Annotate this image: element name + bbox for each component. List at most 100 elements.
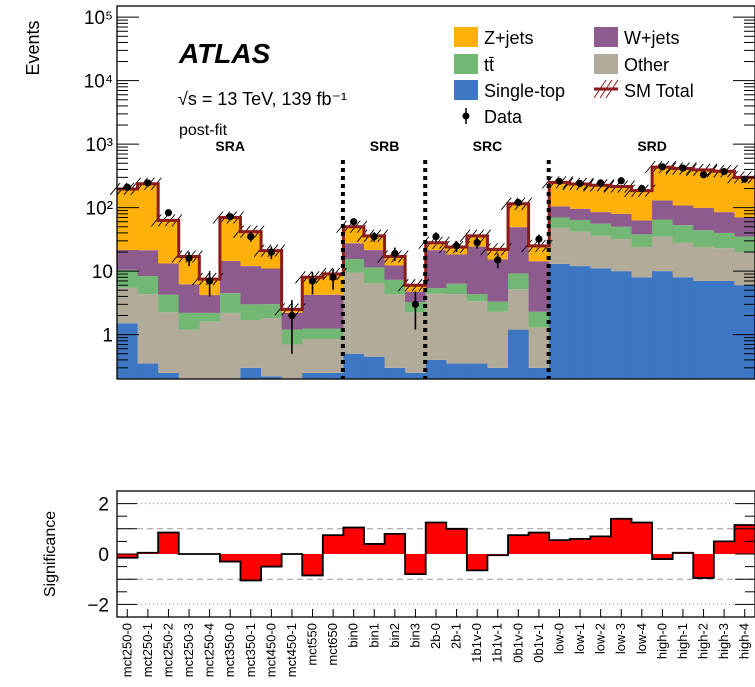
bar-tt-0b1v-0 <box>508 273 530 290</box>
hatch-line <box>500 197 512 211</box>
x-tick-label-mct250-2: mct250-2 <box>160 623 175 677</box>
bar-tt-2b-0 <box>425 288 447 294</box>
bar-singletop-high-2 <box>693 280 715 379</box>
bar-zjets-mct250-0 <box>117 188 139 251</box>
legend-label-data: Data <box>484 107 523 127</box>
bar-tt-mct250-4 <box>199 312 221 322</box>
bar-other-low-4 <box>631 246 653 278</box>
x-tick-label-mct350-0: mct350-0 <box>222 623 237 677</box>
bar-wjets-mct650 <box>322 294 344 329</box>
x-tick-label-bin1: bin1 <box>366 623 381 648</box>
legend-label-other: Other <box>624 55 669 75</box>
sig-bar-low-4 <box>631 522 653 554</box>
data-point-mct450-1 <box>288 300 296 354</box>
bar-singletop-1b1v-1 <box>487 367 509 379</box>
data-point-mct650 <box>329 268 337 290</box>
data-point-high-2 <box>699 171 708 179</box>
bar-wjets-2b-1 <box>446 254 468 284</box>
sig-bar-2b-0 <box>425 522 447 554</box>
data-marker <box>514 199 522 207</box>
bar-singletop-0b1v-1 <box>528 367 550 379</box>
bar-other-bin0 <box>343 272 365 354</box>
sig-bar-bin0 <box>343 527 365 554</box>
bar-tt-mct350-1 <box>240 304 262 320</box>
bar-zjets-mct450-0 <box>261 250 283 269</box>
bar-singletop-mct250-1 <box>137 363 159 379</box>
bar-singletop-bin0 <box>343 353 365 379</box>
x-tick-label-mct450-0: mct450-0 <box>263 623 278 677</box>
data-marker <box>473 239 481 247</box>
data-point-mct450-0 <box>267 246 275 260</box>
bar-zjets-mct350-0 <box>219 217 242 261</box>
bar-tt-mct350-0 <box>219 293 242 313</box>
bar-tt-bin1 <box>363 267 386 284</box>
sig-bar-low-2 <box>590 536 612 554</box>
bar-other-0b1v-0 <box>508 289 530 330</box>
bar-other-1b1v-0 <box>466 301 489 364</box>
bar-wjets-bin0 <box>343 243 365 260</box>
x-tick-label-low-0: low-0 <box>551 623 566 654</box>
data-point-mct550 <box>308 271 317 295</box>
atlas-label: ATLAS <box>178 38 271 69</box>
sig-bar-high-3 <box>713 541 736 554</box>
bar-zjets-high-3 <box>713 171 736 213</box>
data-marker <box>555 177 564 185</box>
bar-tt-bin0 <box>343 259 365 273</box>
x-tick-label-low-4: low-4 <box>634 623 649 654</box>
bar-singletop-high-4 <box>734 285 755 379</box>
data-point-0b1v-0 <box>514 199 522 207</box>
data-point-1b1v-1 <box>494 253 502 269</box>
data-marker <box>123 183 131 191</box>
bar-zjets-mct350-1 <box>240 231 262 267</box>
x-tick-label-mct250-4: mct250-4 <box>202 623 217 677</box>
data-marker <box>576 179 584 188</box>
data-marker <box>638 184 646 193</box>
sig-bar-0b1v-0 <box>508 535 530 554</box>
bar-wjets-mct550 <box>302 294 324 329</box>
data-marker <box>206 277 214 285</box>
x-tick-label-high-0: high-0 <box>654 623 669 659</box>
bar-tt-high-0 <box>652 219 674 237</box>
bar-other-mct350-1 <box>240 319 262 368</box>
x-tick-label-bin2: bin2 <box>387 623 402 648</box>
data-marker <box>267 248 275 256</box>
x-tick-label-low-3: low-3 <box>613 623 628 654</box>
bar-tt-0b1v-1 <box>528 311 550 328</box>
data-marker <box>720 167 728 176</box>
bar-zjets-mct250-3 <box>178 256 200 285</box>
data-point-mct250-3 <box>185 252 193 267</box>
bar-wjets-0b1v-0 <box>508 227 530 274</box>
sig-axis-label: Significance <box>42 511 59 597</box>
sig-bar-high-2 <box>693 554 715 578</box>
legend-swatch-singletop <box>454 80 478 100</box>
hatch-line <box>295 270 306 284</box>
hatch-line <box>459 229 471 243</box>
bar-tt-mct450-0 <box>261 304 283 319</box>
bar-singletop-2b-0 <box>425 359 447 379</box>
bar-tt-low-4 <box>631 234 653 247</box>
sig-bar-high-4 <box>734 525 755 554</box>
data-point-low-3 <box>617 177 625 185</box>
y-axis-ticks <box>117 16 755 380</box>
legend-label-ttbar: tt̄ <box>484 55 494 75</box>
sig-bar-bin1 <box>363 543 386 554</box>
bar-tt-mct250-3 <box>178 312 200 330</box>
data-point-mct250-1 <box>144 179 152 187</box>
bar-other-0b1v-1 <box>528 327 550 368</box>
x-tick-label-mct550: mct550 <box>305 623 320 666</box>
bar-singletop-low-1 <box>569 266 591 379</box>
bar-tt-high-2 <box>693 230 715 247</box>
sig-y-tick-label: 0 <box>98 545 109 566</box>
bar-tt-mct650 <box>322 328 344 340</box>
sig-bar-bin3 <box>405 554 427 575</box>
y-tick-label: 10² <box>86 199 113 220</box>
data-marker <box>535 235 543 243</box>
bar-singletop-mct350-1 <box>240 367 262 379</box>
bar-other-high-3 <box>713 248 736 281</box>
data-point-low-4 <box>638 184 646 193</box>
data-point-high-3 <box>720 167 728 176</box>
legend-swatch-wjets <box>594 27 618 47</box>
bar-other-bin3 <box>405 312 427 373</box>
x-tick-label-bin0: bin0 <box>346 623 361 648</box>
